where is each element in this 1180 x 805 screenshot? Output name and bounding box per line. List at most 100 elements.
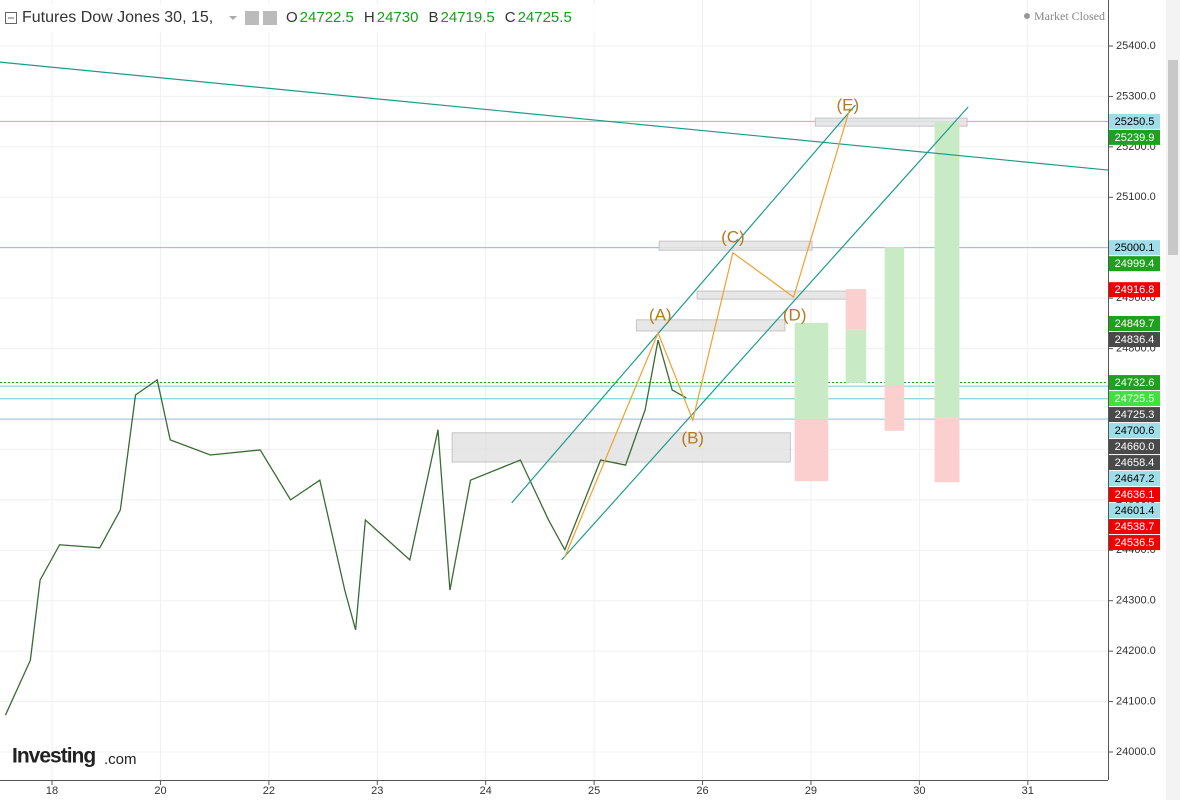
y-tick-label: 24100.0	[1116, 695, 1156, 707]
x-tick-label: 22	[263, 785, 275, 797]
wave-label: (D)	[783, 305, 807, 324]
x-tick-label: 29	[805, 785, 817, 797]
x-tick-label: 25	[588, 785, 600, 797]
price-badge-label: 24660.0	[1115, 441, 1155, 453]
x-tick-label: 23	[371, 785, 383, 797]
zone-box	[934, 418, 960, 483]
price-badge-label: 24999.4	[1115, 258, 1155, 270]
zone-box	[696, 290, 849, 300]
y-tick-label: 24200.0	[1116, 645, 1156, 657]
price-badge-label: 24700.6	[1115, 425, 1155, 437]
gear-icon[interactable]	[263, 11, 277, 25]
trendline	[564, 107, 851, 558]
zone-box	[794, 322, 829, 420]
header-bg	[0, 4, 620, 32]
axes: 24000.024100.024200.024300.024400.024500…	[46, 40, 1160, 797]
x-tick-label: 30	[913, 785, 925, 797]
price-badge-label: 25250.5	[1115, 116, 1155, 128]
wave-label: (B)	[681, 428, 704, 447]
dropdown[interactable]	[229, 16, 237, 20]
trendline	[561, 106, 969, 561]
ohlc-value: 24725.5	[518, 9, 572, 26]
x-tick-label: 20	[154, 785, 166, 797]
price-badge	[1109, 332, 1160, 348]
zone-box	[658, 240, 813, 251]
x-tick-label: 18	[46, 785, 58, 797]
y-tick-label: 25400.0	[1116, 40, 1156, 52]
price-badge	[1109, 439, 1160, 455]
price-badge	[1109, 471, 1160, 487]
zone-box	[884, 385, 905, 431]
x-tick-label: 26	[696, 785, 708, 797]
market-status: Market Closed	[1034, 9, 1105, 23]
ohlc-value: 24719.5	[440, 9, 494, 26]
ohlc-label: H	[364, 9, 375, 26]
price-badge-label: 24647.2	[1115, 473, 1155, 485]
price-badge-label: 25239.9	[1115, 132, 1155, 144]
zone-box	[814, 117, 968, 127]
collapse-icon[interactable]	[5, 12, 17, 24]
price-badge-label: 24601.4	[1115, 505, 1155, 517]
ohlc-label: O	[286, 9, 298, 26]
zone-box	[451, 432, 791, 463]
wave-label: (E)	[836, 95, 859, 114]
price-badge-label: 24916.8	[1115, 284, 1155, 296]
price-badge	[1109, 256, 1160, 272]
price-badge-label: 24636.1	[1115, 489, 1155, 501]
price-badge	[1109, 375, 1160, 391]
price-badge	[1109, 129, 1160, 145]
y-tick-label: 24300.0	[1116, 595, 1156, 607]
symbol: Futures Dow Jones 30, 15,	[22, 9, 213, 26]
price-badge	[1109, 455, 1160, 471]
price-badge	[1109, 423, 1160, 439]
zone-box	[794, 419, 829, 482]
price-badge	[1109, 535, 1160, 551]
status-dot	[1024, 13, 1030, 19]
y-tick-label: 24000.0	[1116, 746, 1156, 758]
x-tick-label: 24	[480, 785, 492, 797]
price-badge-label: 24732.6	[1115, 377, 1155, 389]
ohlc-label: B	[428, 9, 438, 26]
price-badge-label: 24658.4	[1115, 457, 1155, 469]
price-badge-label: 24725.5	[1115, 393, 1155, 405]
time-axis-bg	[0, 780, 1108, 800]
brand-suffix: .com	[104, 751, 137, 768]
scrollbar-thumb[interactable]	[1168, 60, 1178, 255]
price-badge-label: 24836.4	[1115, 334, 1155, 346]
ohlc-value: 24722.5	[300, 9, 354, 26]
zone-box	[934, 122, 960, 419]
price-badge-label: 25000.1	[1115, 242, 1155, 254]
zone-box	[635, 319, 786, 332]
price-badge	[1109, 487, 1160, 503]
y-tick-label: 25100.0	[1116, 191, 1156, 203]
price-badge	[1109, 113, 1160, 129]
y-tick-label: 25300.0	[1116, 90, 1156, 102]
zone-box	[884, 247, 905, 386]
zone-box	[845, 289, 867, 330]
wave-label: (A)	[649, 305, 672, 324]
ohlc-label: C	[505, 9, 516, 26]
price-line-series	[4, 339, 687, 716]
trendline	[511, 104, 856, 504]
x-tick-label: 31	[1022, 785, 1034, 797]
price-badge	[1109, 503, 1160, 519]
trendline	[0, 61, 1109, 171]
price-badge	[1109, 407, 1160, 423]
price-badge	[1109, 316, 1160, 332]
wave-label: (C)	[721, 228, 745, 247]
ohlc-value: 24730	[377, 9, 419, 26]
price-badge	[1109, 519, 1160, 535]
price-badge-label: 24725.3	[1115, 409, 1155, 421]
brand-name: Investing	[12, 745, 95, 768]
price-badge-label: 24536.5	[1115, 537, 1155, 549]
zone-box	[845, 329, 867, 383]
price-badge-label: 24538.7	[1115, 521, 1155, 533]
plot: (A) (B) (C) (D) (E)	[0, 0, 1109, 780]
price-badge	[1109, 282, 1160, 298]
price-badge	[1109, 391, 1160, 407]
price-badge-label: 24849.7	[1115, 318, 1155, 330]
settings-icon[interactable]	[245, 11, 259, 25]
price-badge	[1109, 240, 1160, 256]
